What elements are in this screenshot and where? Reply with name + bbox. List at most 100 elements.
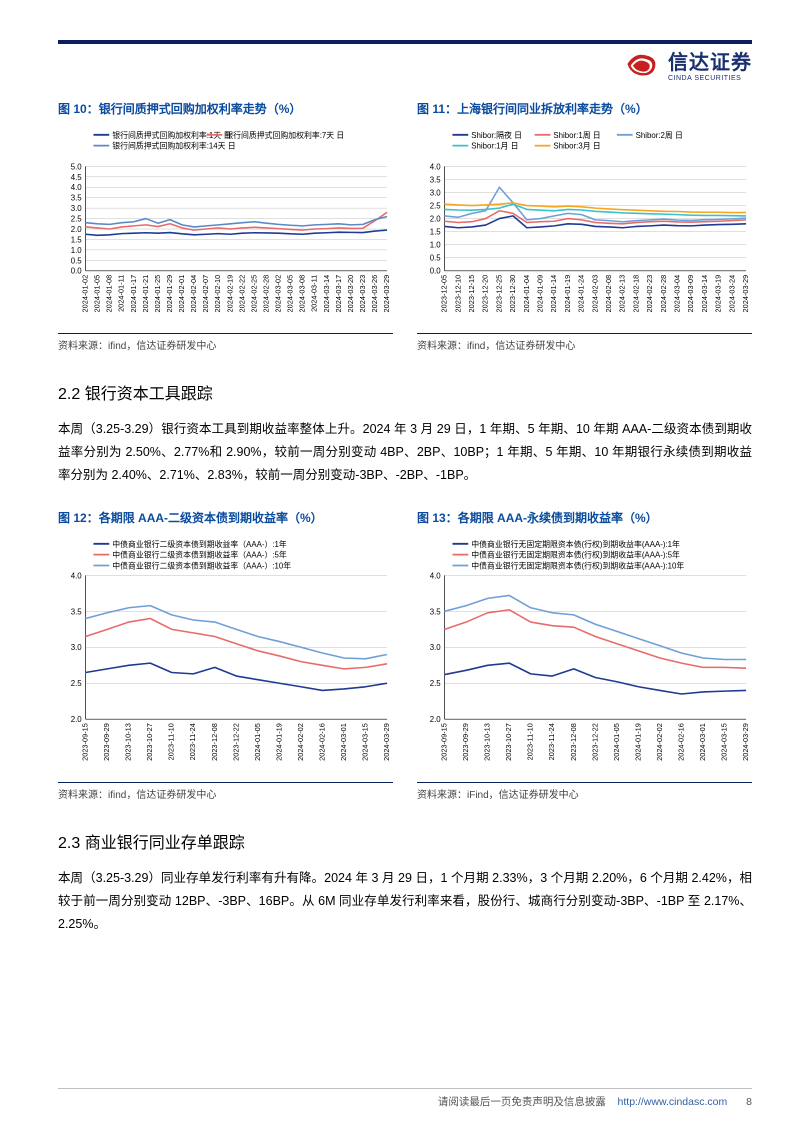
fig13-source: 资料来源：iFind，信达证券研发中心 xyxy=(417,782,752,801)
svg-text:1.0: 1.0 xyxy=(430,241,442,250)
svg-text:2024-02-08: 2024-02-08 xyxy=(604,275,613,313)
page-number: 8 xyxy=(746,1096,752,1108)
section-2-3-body: 本周（3.25-3.29）同业存单发行利率有升有降。2024 年 3 月 29 … xyxy=(58,867,752,936)
svg-text:2024-01-08: 2024-01-08 xyxy=(105,275,114,313)
svg-text:3.5: 3.5 xyxy=(71,194,83,203)
chart-row-2: 图 12：各期限 AAA-二级资本债到期收益率（%） 中债商业银行二级资本债到期… xyxy=(58,509,752,800)
svg-text:2023-12-22: 2023-12-22 xyxy=(590,723,599,761)
svg-text:2024-03-05: 2024-03-05 xyxy=(286,275,295,313)
svg-text:2024-02-10: 2024-02-10 xyxy=(213,275,222,313)
svg-text:2024-03-23: 2024-03-23 xyxy=(358,275,367,313)
svg-text:2.5: 2.5 xyxy=(430,201,442,210)
svg-text:1.0: 1.0 xyxy=(71,246,83,255)
svg-text:2023-09-29: 2023-09-29 xyxy=(461,723,470,761)
svg-text:2024-03-09: 2024-03-09 xyxy=(686,275,695,313)
svg-text:2023-09-15: 2023-09-15 xyxy=(81,723,90,761)
svg-text:2024-03-08: 2024-03-08 xyxy=(298,275,307,313)
svg-text:2024-02-23: 2024-02-23 xyxy=(645,275,654,313)
svg-text:2023-11-10: 2023-11-10 xyxy=(526,723,535,760)
logo-swirl-icon xyxy=(620,48,662,80)
svg-text:2024-03-20: 2024-03-20 xyxy=(346,275,355,313)
svg-text:2023-12-15: 2023-12-15 xyxy=(467,275,476,313)
svg-text:Shibor:隔夜 日: Shibor:隔夜 日 xyxy=(471,130,522,140)
section-2-2-body: 本周（3.25-3.29）银行资本工具到期收益率整体上升。2024 年 3 月 … xyxy=(58,418,752,487)
svg-text:2023-10-13: 2023-10-13 xyxy=(483,723,492,761)
section-2-2-heading: 2.2 银行资本工具跟踪 xyxy=(58,380,752,404)
svg-text:2024-03-24: 2024-03-24 xyxy=(727,275,736,313)
svg-text:2023-12-08: 2023-12-08 xyxy=(569,723,578,761)
footer-url[interactable]: http://www.cindasc.com xyxy=(618,1096,728,1108)
chart-row-1: 图 10：银行间质押式回购加权利率走势（%） 银行间质押式回购加权利率:1天 日… xyxy=(58,100,752,352)
fig10-title: 图 10：银行间质押式回购加权利率走势（%） xyxy=(58,100,393,117)
svg-text:2024-03-26: 2024-03-26 xyxy=(370,275,379,313)
svg-text:2023-11-10: 2023-11-10 xyxy=(167,723,176,760)
footer-right: 请阅读最后一页免责声明及信息披露 http://www.cindasc.com … xyxy=(438,1094,752,1109)
svg-text:中债商业银行二级资本债到期收益率（AAA-）:10年: 中债商业银行二级资本债到期收益率（AAA-）:10年 xyxy=(112,561,291,571)
svg-text:0.0: 0.0 xyxy=(430,267,442,276)
svg-text:2024-02-28: 2024-02-28 xyxy=(659,275,668,313)
fig12-chart: 中债商业银行二级资本债到期收益率（AAA-）:1年中债商业银行二级资本债到期收益… xyxy=(58,532,393,778)
svg-text:4.0: 4.0 xyxy=(71,183,83,192)
fig12-source: 资料来源：ifind，信达证券研发中心 xyxy=(58,782,393,801)
svg-text:Shibor:3月 日: Shibor:3月 日 xyxy=(553,142,600,151)
svg-text:Shibor:1周 日: Shibor:1周 日 xyxy=(553,131,600,140)
svg-text:2023-11-24: 2023-11-24 xyxy=(547,723,556,760)
svg-text:2024-03-29: 2024-03-29 xyxy=(382,723,391,761)
company-subtitle: CINDA SECURITIES xyxy=(668,75,752,82)
svg-text:4.5: 4.5 xyxy=(71,173,83,182)
svg-text:2024-02-28: 2024-02-28 xyxy=(261,275,270,313)
svg-text:2.0: 2.0 xyxy=(430,215,442,224)
svg-text:2024-03-14: 2024-03-14 xyxy=(322,275,331,313)
svg-text:2023-09-15: 2023-09-15 xyxy=(440,723,449,761)
svg-text:2024-03-15: 2024-03-15 xyxy=(720,723,729,761)
svg-text:2024-01-21: 2024-01-21 xyxy=(141,275,150,313)
svg-text:0.0: 0.0 xyxy=(71,267,83,276)
fig10-source: 资料来源：ifind，信达证券研发中心 xyxy=(58,333,393,352)
svg-text:2024-01-19: 2024-01-19 xyxy=(633,723,642,761)
svg-text:2024-02-01: 2024-02-01 xyxy=(177,275,186,313)
svg-text:2024-01-17: 2024-01-17 xyxy=(129,275,138,313)
svg-text:2023-10-13: 2023-10-13 xyxy=(124,723,133,761)
svg-text:2024-02-22: 2024-02-22 xyxy=(237,275,246,313)
svg-text:3.0: 3.0 xyxy=(71,644,83,653)
company-logo: 信达证券 CINDA SECURITIES xyxy=(620,46,752,82)
fig10-title-text: 银行间质押式回购加权利率走势（%） xyxy=(99,102,302,116)
svg-text:2024-03-19: 2024-03-19 xyxy=(714,275,723,313)
svg-text:2024-02-02: 2024-02-02 xyxy=(296,723,305,761)
svg-text:中债商业银行无固定期限资本债(行权)到期收益率(AAA-):: 中债商业银行无固定期限资本债(行权)到期收益率(AAA-):1年 xyxy=(471,539,680,549)
svg-text:4.0: 4.0 xyxy=(430,572,442,581)
logo-text-block: 信达证券 CINDA SECURITIES xyxy=(668,46,752,82)
svg-text:2024-01-19: 2024-01-19 xyxy=(563,275,572,313)
svg-text:2023-12-25: 2023-12-25 xyxy=(494,275,503,313)
fig12-title-text: 各期限 AAA-二级资本债到期收益率（%） xyxy=(99,511,323,525)
svg-text:2023-12-20: 2023-12-20 xyxy=(481,275,490,313)
svg-text:2024-01-04: 2024-01-04 xyxy=(522,275,531,313)
fig11-title: 图 11：上海银行间同业拆放利率走势（%） xyxy=(417,100,752,117)
svg-text:2023-10-27: 2023-10-27 xyxy=(504,723,513,761)
fig13-cell: 图 13：各期限 AAA-永续债到期收益率（%） 中债商业银行无固定期限资本债(… xyxy=(417,509,752,800)
fig13-label: 图 13： xyxy=(417,511,458,525)
svg-text:银行间质押式回购加权利率:7天 日: 银行间质押式回购加权利率:7天 日 xyxy=(225,130,344,140)
svg-text:2024-02-07: 2024-02-07 xyxy=(201,275,210,313)
svg-text:中债商业银行无固定期限资本债(行权)到期收益率(AAA-):: 中债商业银行无固定期限资本债(行权)到期收益率(AAA-):5年 xyxy=(471,550,680,560)
svg-text:2023-11-24: 2023-11-24 xyxy=(188,723,197,760)
fig12-title: 图 12：各期限 AAA-二级资本债到期收益率（%） xyxy=(58,509,393,526)
svg-text:银行间质押式回购加权利率:14天 日: 银行间质押式回购加权利率:14天 日 xyxy=(112,141,235,151)
svg-text:2024-03-02: 2024-03-02 xyxy=(274,275,283,313)
fig10-chart: 银行间质押式回购加权利率:1天 日银行间质押式回购加权利率:7天 日银行间质押式… xyxy=(58,123,393,330)
fig12-label: 图 12： xyxy=(58,511,99,525)
svg-text:3.0: 3.0 xyxy=(71,204,83,213)
svg-text:3.0: 3.0 xyxy=(430,644,442,653)
svg-text:2023-09-29: 2023-09-29 xyxy=(102,723,111,761)
svg-text:2024-01-05: 2024-01-05 xyxy=(253,723,262,761)
svg-text:2024-02-02: 2024-02-02 xyxy=(655,723,664,761)
svg-text:0.5: 0.5 xyxy=(430,254,442,263)
svg-text:2.5: 2.5 xyxy=(71,215,83,224)
svg-text:2024-03-04: 2024-03-04 xyxy=(673,275,682,313)
fig12-cell: 图 12：各期限 AAA-二级资本债到期收益率（%） 中债商业银行二级资本债到期… xyxy=(58,509,393,800)
svg-text:2.0: 2.0 xyxy=(430,715,442,724)
svg-text:3.5: 3.5 xyxy=(430,175,442,184)
page-header: 信达证券 CINDA SECURITIES xyxy=(58,46,752,82)
fig11-chart: Shibor:隔夜 日Shibor:1周 日Shibor:2周 日Shibor:… xyxy=(417,123,752,330)
fig10-label: 图 10： xyxy=(58,102,99,116)
